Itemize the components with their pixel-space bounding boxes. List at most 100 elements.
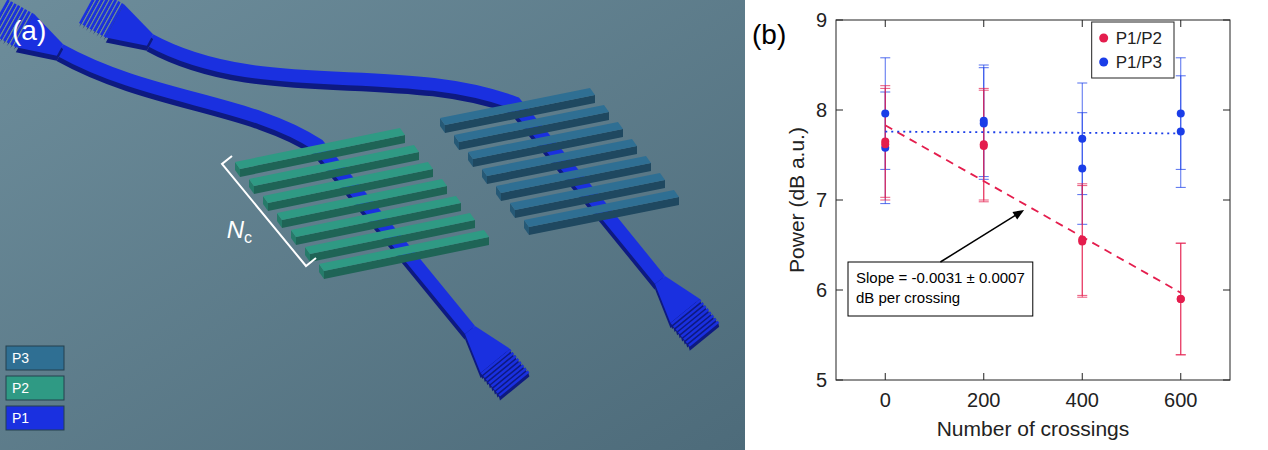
waveguide-shadow: [60, 55, 470, 335]
error-cap: [979, 88, 989, 89]
panel-a-background: [0, 0, 745, 450]
data-point: [1177, 295, 1185, 303]
grating-tooth: [79, 0, 99, 24]
nc-subscript: c: [244, 229, 252, 246]
error-cap: [1077, 297, 1087, 298]
error-bar: [1176, 243, 1186, 355]
fit-line: [885, 132, 1181, 134]
x-tick-label: 400: [1066, 389, 1099, 411]
y-tick-label: 8: [816, 99, 827, 121]
y-tick-label: 7: [816, 189, 827, 211]
grating-coupler: [465, 326, 529, 401]
data-point: [1177, 110, 1185, 118]
error-bar: [1176, 243, 1186, 355]
grating-coupler: [0, 0, 63, 61]
x-tick-label: 200: [967, 389, 1000, 411]
grating-tooth-side: [688, 321, 719, 351]
error-bar: [1176, 76, 1186, 188]
error-cap: [1176, 354, 1186, 355]
x-tick: [983, 373, 984, 380]
y-tick: [1223, 290, 1230, 291]
error-cap: [979, 67, 989, 68]
data-point: [980, 120, 988, 128]
error-cap: [979, 200, 989, 201]
legend-box: [1092, 22, 1174, 78]
nc-symbol: N: [227, 216, 245, 243]
error-cap: [1077, 83, 1087, 84]
legend-swatch: [6, 346, 64, 370]
error-cap: [880, 200, 890, 201]
x-tick: [983, 20, 984, 27]
nc-bracket: [222, 156, 316, 266]
data-point: [1177, 295, 1185, 303]
error-cap: [1077, 112, 1087, 113]
error-cap: [1176, 187, 1186, 188]
legend-label: P1/P3: [1116, 53, 1162, 72]
legend-label: P1: [12, 410, 29, 426]
figure: Nc (a) P3 P2 P1 (b) 5 6 7 8 9 0 200 400 600 Number of c…: [0, 0, 1268, 450]
legend-label: P1/P2: [1116, 29, 1162, 48]
waveguide: [150, 40, 660, 280]
panel-label: (b): [752, 19, 786, 50]
p3-crossing-bar: [524, 190, 679, 235]
y-tick-label: 9: [816, 9, 827, 31]
annotation: Slope = -0.0031 ± 0.0007dB per crossing: [848, 210, 1033, 316]
nc-label: Nc: [227, 216, 252, 246]
panel-a: Nc (a) P3 P2 P1: [0, 0, 745, 450]
annotation-text: Slope = -0.0031 ± 0.0007: [856, 269, 1025, 286]
data-point: [1078, 237, 1086, 245]
error-cap: [1176, 75, 1186, 76]
x-tick: [885, 20, 886, 27]
grating-coupler: [79, 0, 153, 51]
y-tick-label: 5: [816, 369, 827, 391]
error-bar: [1077, 186, 1087, 298]
grating-tooth: [498, 371, 529, 397]
grating-tooth-side: [498, 371, 529, 401]
y-tick: [1223, 200, 1230, 201]
error-cap: [979, 201, 989, 202]
panel-b: (b) 5 6 7 8 9 0 200 400 600 Number of crossings Pow…: [752, 9, 1230, 440]
data-point: [1177, 128, 1185, 136]
error-cap: [1077, 185, 1087, 186]
legend-marker: [1099, 58, 1108, 67]
bar-top: [319, 230, 489, 271]
error-cap: [979, 65, 989, 66]
legend: P1/P2 P1/P3: [1092, 22, 1174, 78]
bar-top: [524, 190, 679, 227]
grating-tooth-side: [79, 0, 99, 27]
grating-coupler: [655, 276, 719, 351]
taper: [106, 4, 153, 46]
error-bar: [880, 86, 890, 198]
x-tick-label: 0: [880, 389, 891, 411]
error-cap: [880, 57, 890, 58]
y-axis-title: Power (dB a.u.): [785, 127, 808, 273]
x-tick-label: 600: [1164, 389, 1197, 411]
plot-area: [836, 20, 1230, 380]
y-tick: [836, 290, 843, 291]
y-tick-label: 6: [816, 279, 827, 301]
error-cap: [1077, 183, 1087, 184]
error-cap: [880, 203, 890, 204]
annotation-arrowhead: [1012, 210, 1024, 220]
legend-label: P3: [12, 350, 29, 366]
p2-crossing-bar: [319, 230, 489, 279]
error-cap: [1176, 57, 1186, 58]
legend-marker: [1099, 34, 1108, 43]
data-point: [881, 138, 889, 146]
y-tick: [836, 200, 843, 201]
data-point: [980, 140, 988, 148]
panel-label: (a): [12, 15, 46, 46]
x-tick: [1082, 373, 1083, 380]
error-cap: [1176, 243, 1186, 244]
x-axis-title: Number of crossings: [937, 417, 1130, 440]
error-cap: [1176, 243, 1186, 244]
grating-tooth: [688, 321, 719, 347]
annotation-arrow: [940, 214, 1017, 262]
x-tick: [1180, 20, 1181, 27]
legend-label: P2: [12, 380, 29, 396]
grating-tooth: [0, 0, 10, 34]
waveguide: [60, 50, 470, 330]
plot-frame: [836, 20, 1230, 380]
y-tick: [836, 110, 843, 111]
x-tick: [1082, 20, 1083, 27]
